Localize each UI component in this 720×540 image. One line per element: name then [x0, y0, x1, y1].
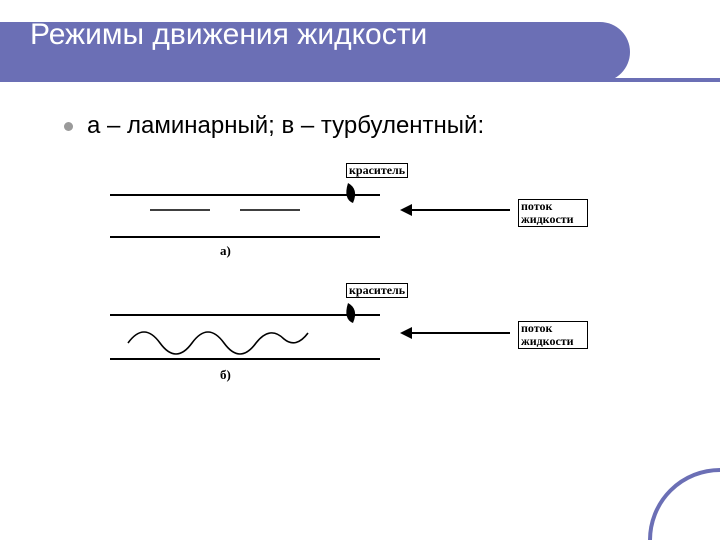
- bullet-item: а – ламинарный; в – турбулентный:: [64, 112, 484, 140]
- dye-label-a: краситель: [346, 163, 408, 178]
- turbulence-path: [128, 332, 308, 354]
- page-title: Режимы движения жидкости: [30, 18, 427, 52]
- nozzle-a-icon: [346, 183, 355, 203]
- nozzle-b-icon: [346, 303, 355, 323]
- flow-label-b-l1: поток: [521, 321, 552, 335]
- panel-b-label: б): [220, 367, 231, 383]
- arrow-a-head-icon: [400, 204, 412, 216]
- bullet-text: а – ламинарный; в – турбулентный:: [87, 112, 484, 140]
- flow-diagram: краситель поток жидкости а) краситель по…: [90, 155, 630, 415]
- panel-a-label: а): [220, 243, 231, 259]
- flow-label-a: поток жидкости: [518, 199, 588, 227]
- flow-label-a-l2: жидкости: [521, 212, 574, 226]
- corner-arc-icon: [650, 470, 720, 540]
- flow-label-b-l2: жидкости: [521, 334, 574, 348]
- flow-label-a-l1: поток: [521, 199, 552, 213]
- slide: Режимы движения жидкости а – ламинарный;…: [0, 0, 720, 540]
- bullet-dot-icon: [64, 122, 73, 131]
- arrow-b-head-icon: [400, 327, 412, 339]
- dye-label-b: краситель: [346, 283, 408, 298]
- flow-label-b: поток жидкости: [518, 321, 588, 349]
